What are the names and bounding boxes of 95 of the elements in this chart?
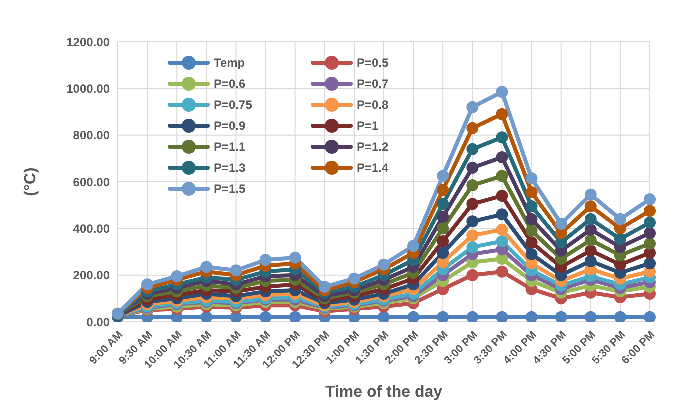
point: [437, 184, 450, 196]
point: [496, 108, 508, 120]
point: [378, 258, 390, 271]
point: [526, 200, 538, 212]
point: [260, 311, 272, 322]
point: [496, 190, 508, 202]
point: [437, 236, 450, 248]
point: [437, 211, 450, 223]
point: [584, 255, 597, 268]
point: [408, 240, 420, 252]
point: [466, 122, 479, 134]
point: [526, 248, 538, 260]
point: [289, 311, 302, 322]
y-tick-label: 1200.00: [66, 35, 110, 50]
point: [496, 170, 508, 182]
point: [348, 272, 360, 285]
legend-label: P=0.75: [214, 98, 252, 112]
point: [584, 213, 597, 226]
point: [496, 86, 508, 98]
point: [466, 311, 479, 322]
point: [496, 311, 508, 322]
point: [526, 236, 538, 249]
legend-label: P=0.5: [357, 56, 389, 70]
x-axis-title: Time of the day: [325, 384, 443, 401]
point: [437, 170, 450, 182]
point: [289, 252, 302, 264]
legend-label: Temp: [214, 56, 246, 70]
point: [466, 143, 479, 156]
point: [644, 238, 656, 250]
point: [584, 311, 597, 322]
point: [526, 311, 538, 322]
point: [437, 198, 450, 210]
point: [466, 162, 479, 174]
point: [614, 233, 626, 246]
point: [526, 186, 538, 198]
y-tick-label: 400.00: [73, 222, 110, 236]
point: [496, 152, 508, 164]
point: [466, 180, 479, 192]
point: [318, 281, 331, 293]
point: [526, 172, 538, 184]
point: [437, 247, 450, 260]
legend-label: P=1.3: [214, 161, 246, 175]
point: [614, 311, 626, 322]
legend-label: P=1.2: [357, 140, 389, 154]
y-tick-label: 200.00: [73, 268, 110, 283]
point: [584, 244, 597, 257]
point: [466, 216, 479, 228]
point: [171, 270, 184, 282]
point: [644, 205, 656, 218]
point: [466, 230, 479, 242]
point: [466, 269, 479, 282]
legend-label: P=0.6: [214, 77, 246, 91]
point: [378, 311, 390, 322]
legend-label: P=1.4: [357, 161, 389, 175]
y-tick-label: 0.00: [86, 315, 110, 330]
point: [437, 311, 450, 322]
point: [614, 213, 626, 226]
legend-label: P=1.5: [214, 182, 246, 196]
point: [496, 266, 508, 278]
y-axis-title: (°C): [22, 168, 40, 196]
point: [260, 254, 272, 266]
point: [466, 101, 479, 114]
point: [584, 234, 597, 246]
point: [555, 311, 568, 322]
legend-label: P=1.1: [214, 140, 246, 154]
legend-label: P=0.8: [357, 98, 389, 112]
point: [584, 188, 597, 201]
y-tick-label: 600.00: [73, 175, 110, 190]
point: [142, 278, 154, 291]
point: [644, 311, 656, 322]
point: [466, 198, 479, 210]
point: [644, 227, 656, 240]
point: [408, 311, 420, 322]
point: [496, 132, 508, 144]
point: [526, 225, 538, 237]
legend-label: P=1: [357, 119, 379, 133]
point: [644, 258, 656, 270]
point: [526, 213, 538, 226]
point: [555, 218, 568, 230]
point: [644, 216, 656, 229]
point: [496, 224, 508, 236]
point: [200, 311, 213, 322]
legend-label: P=0.9: [214, 119, 246, 133]
y-tick-label: 1000.00: [66, 82, 110, 96]
point: [644, 194, 656, 206]
point: [200, 261, 213, 274]
point: [230, 264, 242, 277]
point: [496, 236, 508, 248]
point: [466, 241, 479, 254]
point: [496, 208, 508, 221]
legend-label: P=0.7: [357, 77, 389, 91]
point: [437, 222, 450, 235]
y-tick-label: 800.00: [73, 128, 110, 143]
point: [584, 224, 597, 236]
point: [584, 200, 597, 212]
